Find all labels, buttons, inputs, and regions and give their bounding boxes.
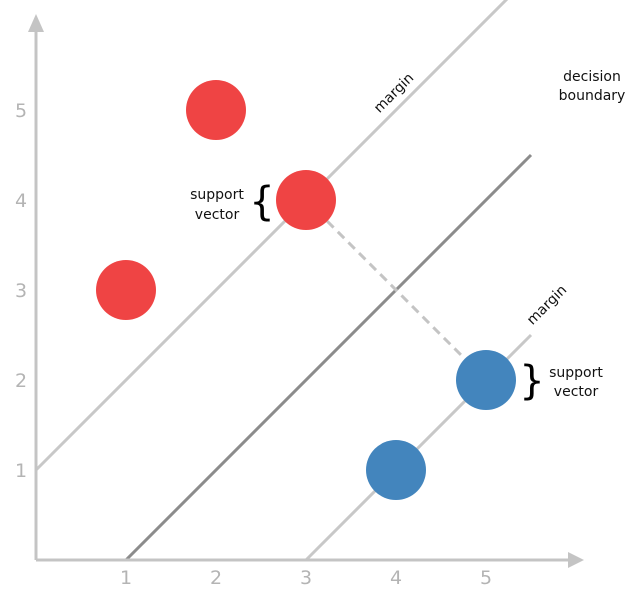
x-axis-arrow-icon	[568, 552, 584, 568]
x-tick-label: 5	[480, 567, 492, 589]
decision-boundary-label-line1: decision	[563, 69, 621, 85]
blue-point	[366, 440, 426, 500]
lines-layer	[34, 0, 533, 562]
red-point	[96, 260, 156, 320]
y-tick-label: 5	[15, 100, 27, 122]
x-tick-label: 4	[390, 567, 402, 589]
y-tick-label: 1	[15, 460, 27, 482]
decision-boundary-label-line2: boundary	[559, 88, 626, 104]
x-tick-label: 3	[300, 567, 312, 589]
x-tick-label: 1	[120, 567, 132, 589]
decision-boundary-line	[124, 153, 533, 562]
brace-left-icon: {	[249, 179, 274, 225]
red-point	[276, 170, 336, 230]
upper-margin-line	[34, 0, 509, 472]
support-vector-label-right-line1: support	[549, 365, 603, 381]
margin-label-bottom: margin	[524, 282, 570, 328]
y-tick-label: 3	[15, 280, 27, 302]
margin-label-top: margin	[371, 70, 417, 116]
support-vector-label-right-line2: vector	[554, 384, 599, 400]
y-tick-label: 2	[15, 370, 27, 392]
y-tick-label: 4	[15, 190, 27, 212]
support-vector-label-left-line2: vector	[195, 207, 240, 223]
points-layer	[96, 80, 516, 500]
support-vector-link	[304, 198, 488, 382]
blue-point	[456, 350, 516, 410]
y-axis-arrow-icon	[28, 14, 44, 32]
red-point	[186, 80, 246, 140]
x-tick-label: 2	[210, 567, 222, 589]
brace-right-icon: }	[519, 358, 544, 404]
support-vector-label-left-line1: support	[190, 187, 244, 203]
ticks-layer: 1 2 3 4 5 1 2 3 4 5	[15, 100, 492, 589]
